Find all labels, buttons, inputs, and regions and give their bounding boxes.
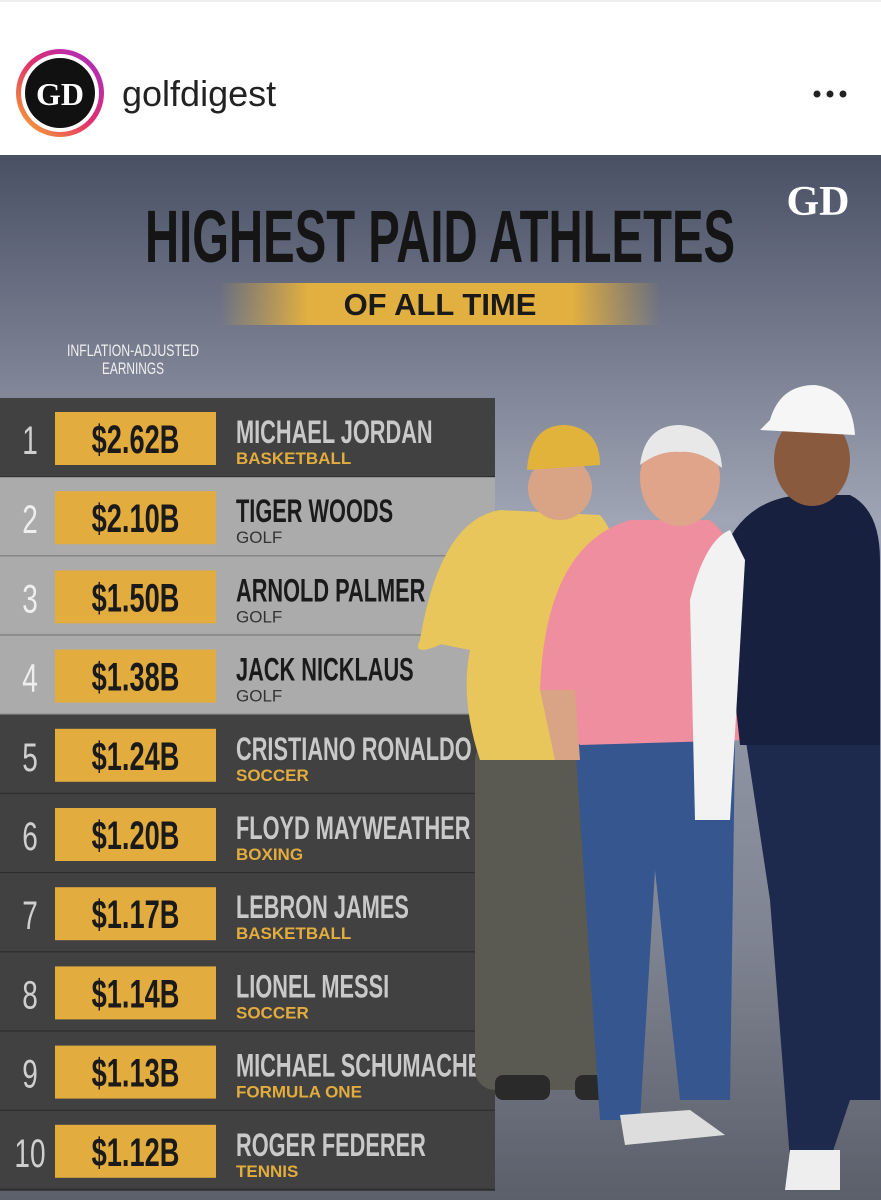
earnings: $1.24B xyxy=(92,735,180,779)
avatar-text: GD xyxy=(36,76,84,112)
sport: BOXING xyxy=(236,845,303,864)
rank: 6 xyxy=(22,815,38,859)
subtitle-band xyxy=(220,283,660,325)
earnings: $1.14B xyxy=(92,972,180,1016)
avatar[interactable] xyxy=(25,58,95,128)
earnings: $1.17B xyxy=(92,893,180,937)
earnings-box xyxy=(55,649,216,703)
title: HIGHEST PAID ATHLETES xyxy=(145,195,735,278)
earnings: $1.38B xyxy=(92,656,180,700)
earnings: $1.50B xyxy=(92,576,180,620)
earnings-box xyxy=(55,412,216,465)
subtitle: OF ALL TIME xyxy=(344,287,537,322)
sport: GOLF xyxy=(236,687,282,706)
earnings: $2.10B xyxy=(92,497,180,541)
earnings: $1.12B xyxy=(92,1131,180,1175)
sport: SOCCER xyxy=(236,1003,309,1022)
more-button[interactable] xyxy=(813,90,847,98)
rank: 4 xyxy=(22,657,38,701)
sport: GOLF xyxy=(236,528,282,547)
earnings: $1.20B xyxy=(92,814,180,858)
sport: BASKETBALL xyxy=(236,924,351,943)
athlete-name: LEBRON JAMES xyxy=(236,889,409,925)
athlete-name: MICHAEL SCHUMACHER xyxy=(236,1047,498,1083)
athlete-name: ROGER FEDERER xyxy=(236,1127,426,1163)
rank: 9 xyxy=(22,1053,38,1097)
earnings-box xyxy=(55,1045,216,1099)
sport: TENNIS xyxy=(236,1162,298,1181)
username[interactable]: golfdigest xyxy=(122,73,276,114)
sport: GOLF xyxy=(236,607,282,626)
earnings-box xyxy=(55,491,216,545)
rank: 5 xyxy=(22,736,38,780)
rank: 8 xyxy=(22,974,38,1018)
brand-logo: GD xyxy=(787,179,850,225)
earnings-box xyxy=(55,887,216,941)
sport: FORMULA ONE xyxy=(236,1083,362,1102)
athlete-name: TIGER WOODS xyxy=(236,493,393,529)
athlete-name: MICHAEL JORDAN xyxy=(236,414,433,450)
athlete-name: FLOYD MAYWEATHER xyxy=(236,810,471,846)
earnings-box xyxy=(55,570,216,624)
sport: SOCCER xyxy=(236,766,309,785)
athlete-name: CRISTIANO RONALDO xyxy=(236,731,472,767)
rank: 3 xyxy=(22,578,38,622)
column-label: INFLATION-ADJUSTED xyxy=(67,341,199,360)
athletes-photo xyxy=(418,385,880,1190)
sport: BASKETBALL xyxy=(236,449,351,468)
earnings: $2.62B xyxy=(92,418,180,462)
column-label: EARNINGS xyxy=(102,359,164,378)
header-bar xyxy=(0,0,881,155)
earnings-box xyxy=(55,1124,216,1178)
rank: 7 xyxy=(22,894,38,938)
athlete-name: ARNOLD PALMER xyxy=(236,572,426,608)
rank: 10 xyxy=(14,1132,45,1176)
golfer-navy xyxy=(690,385,880,1190)
earnings-box xyxy=(55,728,216,782)
athlete-name: JACK NICKLAUS xyxy=(236,651,414,687)
athlete-name: LIONEL MESSI xyxy=(236,968,389,1004)
earnings: $1.13B xyxy=(92,1052,180,1096)
earnings-box xyxy=(55,808,216,861)
rank: 2 xyxy=(22,498,38,542)
rank: 1 xyxy=(22,419,38,463)
earnings-box xyxy=(55,966,216,1020)
